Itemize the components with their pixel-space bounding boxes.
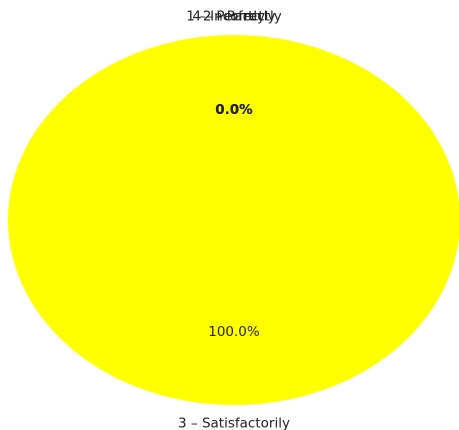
pie-slice [8,35,459,405]
slice-category-label: 1 – Incorrectly [186,9,281,25]
slice-category-label: 4 – Perfectly [193,9,276,25]
slice-category-label: 2 – Partly [203,9,265,25]
pie-slices [8,35,459,405]
slice-percent-label: 0.0% [215,102,253,118]
slice-percent-label: 100.0% [208,324,260,340]
slice-category-label: 3 – Satisfactorily [178,416,290,430]
slice-percent-label: 0.0% [215,102,253,118]
slice-percent-label: 0.0% [215,102,253,118]
